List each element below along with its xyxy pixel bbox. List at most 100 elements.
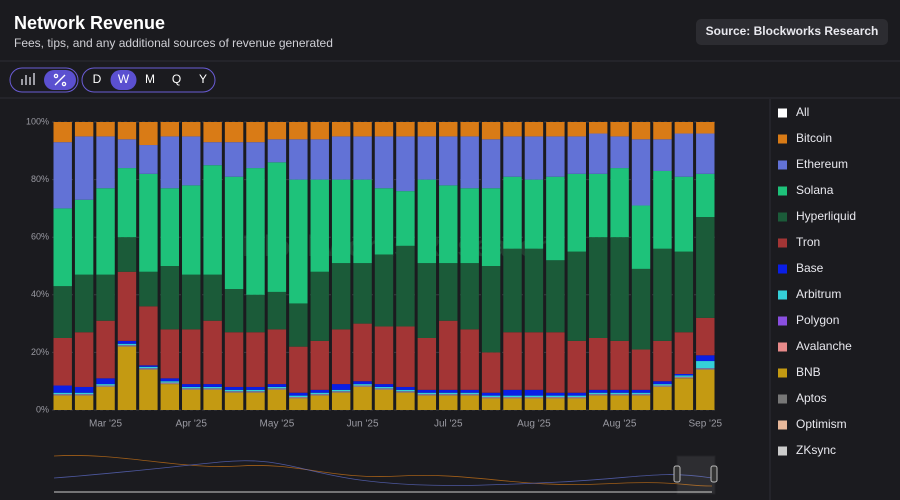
legend-label[interactable]: Ethereum — [796, 157, 848, 171]
period-button[interactable]: Q — [172, 72, 181, 86]
bar-segment — [503, 395, 522, 398]
bar-segment — [417, 392, 437, 395]
bar-segment — [267, 162, 287, 292]
legend-label[interactable]: Optimism — [796, 417, 847, 431]
bar-segment — [417, 122, 437, 137]
legend-label[interactable]: Avalanche — [796, 339, 852, 353]
period-toggle — [81, 67, 216, 93]
bar-segment — [653, 384, 672, 386]
bar-segment — [203, 142, 222, 166]
bar-segment — [203, 386, 222, 389]
bar-segment — [96, 320, 115, 379]
bar-segment — [374, 136, 394, 189]
bar-segment — [631, 268, 651, 350]
bar-segment — [74, 332, 94, 387]
legend-label[interactable]: Hyperliquid — [796, 209, 856, 223]
bar-segment — [353, 179, 372, 264]
bar-segment — [203, 274, 222, 321]
legend-swatch — [778, 368, 787, 378]
bar-segment — [117, 168, 137, 238]
bar-segment — [182, 136, 201, 186]
bar-segment — [353, 386, 372, 410]
bar-segment — [182, 274, 201, 330]
period-button[interactable]: W — [118, 72, 130, 86]
bar-segment — [96, 188, 115, 275]
bar-segment — [674, 374, 694, 376]
period-button[interactable]: Y — [199, 72, 207, 86]
bar-segment — [460, 188, 479, 264]
legend-label[interactable]: Bitcoin — [796, 131, 832, 145]
bar-segment — [674, 378, 694, 410]
legend-label[interactable]: Aptos — [796, 391, 827, 405]
bar-segment — [567, 122, 586, 137]
bar-segment — [160, 136, 180, 189]
bar-segment — [53, 338, 72, 386]
bar-segment — [696, 317, 715, 356]
bar-segment — [224, 176, 244, 290]
bar-segment — [417, 263, 437, 338]
bar-segment — [96, 378, 115, 385]
bar-segment — [246, 389, 265, 392]
legend-label[interactable]: Polygon — [796, 313, 839, 327]
bar-segment — [246, 168, 265, 295]
bar-segment — [139, 173, 158, 272]
bar-segment — [117, 122, 137, 140]
source-badge[interactable] — [696, 19, 888, 45]
bar-segment — [524, 179, 544, 249]
legend-label[interactable]: BNB — [796, 365, 821, 379]
bar-segment — [289, 139, 308, 180]
bar-segment — [631, 122, 651, 140]
bar-segment — [74, 136, 94, 200]
bar-segment — [310, 179, 329, 272]
bar-segment — [674, 133, 694, 177]
bar-segment — [417, 389, 437, 393]
bar-segment — [53, 122, 72, 143]
bar-segment — [396, 245, 415, 327]
bar-segment — [139, 306, 158, 366]
bar-segment — [524, 389, 544, 396]
legend-label[interactable]: ZKsync — [796, 443, 836, 457]
bar-segment — [289, 303, 308, 347]
bar-segment — [696, 217, 715, 318]
period-button[interactable]: D — [93, 72, 102, 86]
bar-mode-icon[interactable] — [21, 73, 35, 85]
bar-segment — [567, 392, 586, 396]
bar-segment — [289, 392, 308, 396]
source-text: Source: Blockworks Research — [706, 24, 879, 38]
bar-segment — [546, 395, 565, 398]
legend-label[interactable]: Base — [796, 261, 824, 275]
bar-segment — [246, 294, 265, 333]
bar-segment — [53, 286, 72, 338]
bar-segment — [439, 263, 458, 321]
bar-segment — [267, 291, 287, 330]
legend-label[interactable]: Arbitrum — [796, 287, 841, 301]
bar-segment — [653, 170, 672, 249]
bar-segment — [439, 389, 458, 393]
bar-segment — [481, 398, 501, 410]
bar-segment — [117, 139, 137, 169]
bar-segment — [74, 392, 94, 395]
legend-label[interactable]: Solana — [796, 183, 834, 197]
legend-label[interactable]: All — [796, 105, 809, 119]
legend-label[interactable]: Tron — [796, 235, 820, 249]
bar-segment — [374, 326, 394, 385]
navigator-handle[interactable] — [673, 465, 681, 483]
bar-segment — [310, 340, 329, 390]
y-tick-label: 0% — [36, 404, 49, 414]
bar-segment — [546, 122, 565, 137]
bar-segment — [331, 136, 351, 180]
bar-segment — [289, 346, 308, 393]
bar-segment — [224, 389, 244, 392]
bar-segment — [310, 392, 329, 395]
navigator-handle[interactable] — [710, 465, 718, 483]
x-tick-label: Apr '25 — [176, 419, 208, 430]
bar-segment — [481, 395, 501, 398]
x-tick-label: Aug '25 — [517, 419, 551, 430]
period-button[interactable]: M — [145, 72, 155, 86]
navigator-window[interactable] — [676, 455, 716, 495]
legend-swatch — [778, 238, 787, 248]
bar-segment — [224, 122, 244, 143]
bar-segment — [417, 136, 437, 180]
bar-segment — [224, 392, 244, 410]
